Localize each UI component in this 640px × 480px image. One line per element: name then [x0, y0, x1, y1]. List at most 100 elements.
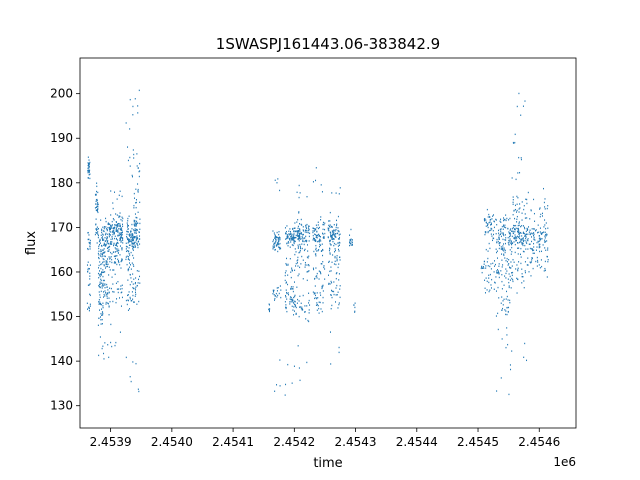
data-point: [138, 238, 140, 240]
data-point: [277, 178, 279, 180]
data-point: [297, 246, 299, 248]
data-point: [321, 310, 323, 313]
data-point: [127, 294, 129, 297]
data-point: [103, 252, 105, 254]
data-point: [307, 319, 309, 322]
data-point: [105, 226, 107, 228]
data-point: [522, 239, 524, 241]
data-point: [487, 250, 489, 252]
data-point: [547, 261, 549, 263]
data-point: [512, 141, 514, 144]
data-point: [297, 225, 299, 228]
data-point: [105, 293, 107, 296]
data-point: [110, 190, 112, 192]
data-point: [109, 258, 111, 260]
data-point: [530, 261, 532, 263]
data-point: [339, 288, 341, 290]
data-point: [337, 291, 339, 293]
data-point: [334, 235, 336, 237]
data-point: [287, 292, 289, 294]
data-point: [318, 278, 320, 280]
data-point: [112, 233, 114, 236]
data-point: [280, 296, 282, 299]
data-point: [88, 171, 90, 173]
data-point: [289, 298, 291, 300]
data-point: [489, 229, 491, 232]
data-point: [307, 270, 309, 273]
data-point: [319, 239, 321, 242]
data-point: [295, 304, 297, 306]
data-point: [320, 271, 322, 274]
data-point: [100, 279, 102, 282]
data-point: [500, 248, 502, 250]
data-point: [125, 122, 127, 124]
data-point: [315, 294, 317, 297]
data-point: [329, 270, 331, 273]
data-point: [101, 314, 103, 316]
data-point: [487, 257, 489, 260]
data-point: [136, 165, 138, 167]
x-tick-label: 2.4540: [151, 435, 193, 449]
data-point: [521, 224, 523, 227]
data-point: [513, 236, 515, 239]
data-point: [108, 274, 110, 276]
data-point: [296, 232, 298, 234]
data-point: [105, 260, 107, 262]
data-point: [544, 208, 546, 210]
data-point: [517, 278, 519, 280]
data-point: [339, 296, 341, 299]
scatter-points: [86, 89, 549, 396]
data-point: [535, 249, 537, 251]
data-point: [302, 309, 304, 311]
data-point: [296, 230, 298, 233]
data-point: [318, 270, 320, 272]
data-point: [495, 219, 497, 221]
data-point: [108, 227, 110, 230]
data-point: [99, 283, 101, 285]
data-point: [316, 231, 318, 233]
data-point: [490, 229, 492, 231]
data-point: [134, 220, 136, 222]
data-point: [279, 242, 281, 245]
data-point: [114, 224, 116, 226]
data-point: [511, 235, 513, 238]
data-point: [278, 243, 280, 246]
data-point: [543, 187, 544, 190]
data-point: [330, 266, 332, 268]
data-point: [89, 293, 91, 295]
data-point: [529, 261, 531, 263]
data-point: [308, 229, 310, 232]
data-point: [537, 231, 539, 234]
data-point: [290, 296, 292, 299]
data-point: [320, 244, 322, 246]
data-point: [297, 262, 299, 264]
data-point: [546, 233, 548, 235]
data-point: [125, 248, 127, 250]
data-point: [507, 227, 509, 230]
data-point: [129, 298, 131, 300]
data-point: [98, 228, 99, 230]
data-point: [316, 302, 318, 304]
data-point: [105, 243, 107, 246]
data-point: [496, 224, 498, 226]
data-point: [528, 231, 530, 233]
data-point: [517, 267, 519, 270]
data-point: [312, 234, 314, 237]
data-point: [501, 259, 503, 261]
data-point: [331, 233, 333, 236]
data-point: [313, 237, 315, 240]
data-point: [135, 188, 137, 190]
data-point: [315, 247, 317, 250]
data-point: [293, 242, 295, 245]
data-point: [105, 265, 107, 268]
data-point: [129, 262, 131, 264]
data-point: [100, 319, 102, 321]
data-point: [89, 241, 91, 244]
data-point: [293, 236, 295, 239]
data-point: [534, 230, 536, 232]
data-point: [276, 384, 278, 386]
data-point: [113, 244, 115, 247]
data-point: [335, 294, 337, 296]
data-point: [127, 279, 129, 281]
data-point: [305, 239, 307, 242]
